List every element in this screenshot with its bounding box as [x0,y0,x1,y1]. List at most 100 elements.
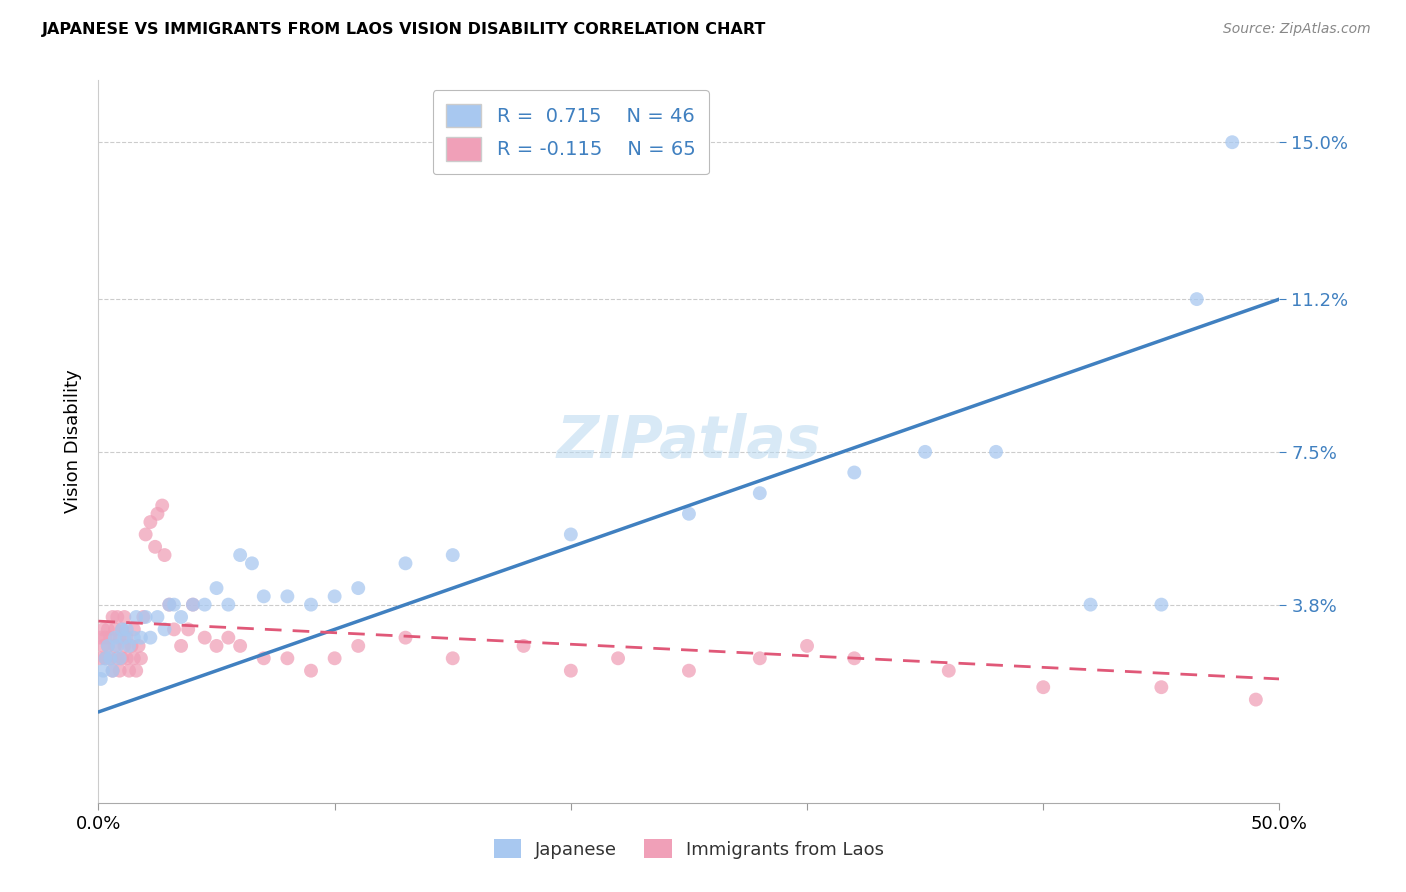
Point [157,598,180,612]
Point [163,598,186,612]
Point [101,664,124,678]
Y-axis label: Vision Disability: Vision Disability [63,369,82,514]
Point [394,631,416,645]
Point [135,527,157,541]
Point [97,623,120,637]
Point [748,651,770,665]
Point [323,590,346,604]
Point [115,651,138,665]
Point [98,651,121,665]
Point [112,639,135,653]
Point [104,631,127,645]
Point [129,631,152,645]
Text: ZIPatlas: ZIPatlas [557,413,821,470]
Point [205,581,228,595]
Point [163,623,186,637]
Point [157,598,180,612]
Point [240,557,263,571]
Point [678,664,700,678]
Point [115,631,138,645]
Point [122,623,145,637]
Point [97,639,120,653]
Point [90,651,112,665]
Point [984,445,1007,459]
Point [253,590,276,604]
Point [108,664,131,678]
Point [139,515,162,529]
Point [1032,680,1054,694]
Point [441,548,464,562]
Point [299,664,322,678]
Legend: Japanese, Immigrants from Laos: Japanese, Immigrants from Laos [486,832,891,866]
Point [276,651,298,665]
Point [194,598,217,612]
Point [748,486,770,500]
Point [132,610,155,624]
Point [122,631,145,645]
Point [94,651,117,665]
Point [91,639,114,653]
Point [125,664,148,678]
Point [98,651,121,665]
Point [229,639,252,653]
Point [217,598,239,612]
Point [560,527,582,541]
Point [299,598,322,612]
Point [111,623,134,637]
Point [1080,598,1102,612]
Point [146,610,169,624]
Point [111,623,134,637]
Point [150,499,173,513]
Point [1150,598,1173,612]
Point [1244,692,1267,706]
Point [101,610,124,624]
Point [104,623,127,637]
Point [115,623,138,637]
Point [560,664,582,678]
Point [105,610,128,624]
Point [181,598,204,612]
Point [323,651,346,665]
Text: Source: ZipAtlas.com: Source: ZipAtlas.com [1223,22,1371,37]
Point [181,598,204,612]
Point [194,631,217,645]
Point [143,540,166,554]
Point [108,631,131,645]
Point [441,651,464,665]
Point [914,445,936,459]
Point [170,639,193,653]
Point [938,664,960,678]
Point [135,610,157,624]
Point [94,651,117,665]
Point [129,651,152,665]
Point [347,639,370,653]
Point [139,631,162,645]
Point [844,651,866,665]
Point [101,664,124,678]
Point [91,664,114,678]
Point [125,610,148,624]
Point [253,651,276,665]
Point [90,631,112,645]
Point [844,466,866,480]
Point [1150,680,1173,694]
Point [104,639,127,653]
Point [108,651,131,665]
Point [1220,135,1243,149]
Point [146,507,169,521]
Point [1185,292,1208,306]
Point [121,639,143,653]
Point [118,639,141,653]
Point [94,631,117,645]
Text: JAPANESE VS IMMIGRANTS FROM LAOS VISION DISABILITY CORRELATION CHART: JAPANESE VS IMMIGRANTS FROM LAOS VISION … [42,22,766,37]
Point [98,631,121,645]
Point [153,548,176,562]
Point [205,639,228,653]
Point [91,623,114,637]
Point [97,639,120,653]
Point [112,631,135,645]
Point [177,623,200,637]
Point [153,623,176,637]
Point [229,548,252,562]
Point [105,639,128,653]
